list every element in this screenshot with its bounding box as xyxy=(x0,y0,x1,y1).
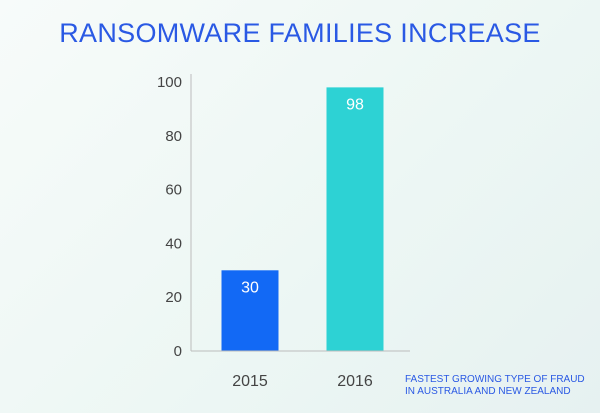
chart-title: RANSOMWARE FAMILIES INCREASE xyxy=(59,18,541,48)
y-tick-labels: 0 20 40 60 80 100 xyxy=(157,74,182,360)
y-tick-label: 100 xyxy=(157,74,182,91)
footnote: FASTEST GROWING TYPE OF FRAUD IN AUSTRAL… xyxy=(405,374,595,398)
footnote-line-2: IN AUSTRALIA AND NEW ZEALAND xyxy=(405,386,571,397)
y-tick-label: 60 xyxy=(165,182,182,199)
bar-2016 xyxy=(326,87,384,351)
y-tick-label: 20 xyxy=(165,289,182,306)
bar-value-label: 98 xyxy=(346,96,364,113)
y-axis: 0 20 40 60 80 100 xyxy=(157,74,192,360)
y-tick-label: 40 xyxy=(165,235,182,252)
footnote-line-1: FASTEST GROWING TYPE OF FRAUD xyxy=(405,374,585,385)
y-tick-label: 0 xyxy=(174,343,182,360)
bar-value-label: 30 xyxy=(241,279,259,296)
x-tick-label: 2016 xyxy=(337,373,373,390)
bars: 30 98 xyxy=(221,87,384,351)
bar-2015 xyxy=(221,270,279,351)
y-tick-label: 80 xyxy=(165,128,182,145)
x-tick-label: 2015 xyxy=(232,373,268,390)
x-tick-labels: 2015 2016 xyxy=(232,373,373,390)
